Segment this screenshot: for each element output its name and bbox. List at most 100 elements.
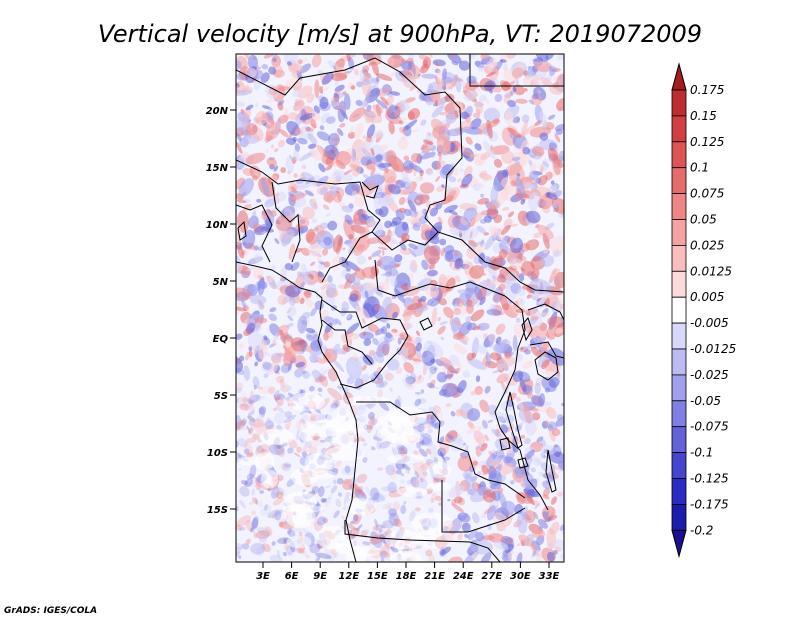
field-cell: [361, 65, 370, 74]
field-cell: [274, 397, 280, 401]
field-cell: [330, 548, 338, 558]
field-cell: [285, 285, 300, 298]
field-cell: [253, 452, 275, 471]
field-cell: [469, 118, 482, 130]
colorbar-label: -0.005: [690, 316, 729, 330]
field-cell: [240, 425, 250, 431]
field-cell: [315, 224, 325, 237]
field-cell: [237, 437, 248, 448]
lake-mweru: [499, 437, 511, 451]
field-cell: [482, 489, 496, 503]
field-cell: [376, 440, 382, 450]
field-cell: [395, 367, 403, 374]
field-cell: [272, 497, 284, 506]
field-cell: [382, 296, 393, 315]
field-cell: [454, 75, 462, 93]
field-cell: [435, 99, 438, 107]
field-cell: [462, 370, 471, 378]
field-cell: [405, 180, 413, 194]
field-cell: [507, 549, 515, 559]
field-cell: [268, 66, 277, 75]
field-cell: [256, 527, 273, 537]
field-cell: [239, 486, 250, 497]
field-cell: [375, 98, 388, 110]
field-cell: [407, 191, 419, 204]
field-cell: [331, 427, 355, 451]
field-cell: [548, 508, 553, 517]
field-cell: [547, 324, 557, 340]
field-cell: [524, 493, 535, 506]
field-cell: [307, 143, 317, 149]
field-cell: [465, 116, 472, 123]
field-cell: [465, 136, 473, 145]
field-cell: [369, 533, 385, 545]
lon-tick-label: 18E: [396, 571, 417, 582]
field-cell: [319, 367, 324, 373]
field-cell: [311, 218, 318, 224]
field-cell: [376, 73, 393, 82]
field-cell: [439, 238, 447, 246]
field-cell: [556, 97, 564, 111]
field-cell: [300, 263, 308, 276]
field-cell: [273, 333, 279, 342]
field-cell: [382, 369, 391, 376]
field-cell: [327, 220, 338, 231]
field-cell: [467, 408, 481, 422]
field-cell: [418, 448, 428, 457]
field-cell: [344, 465, 351, 474]
field-cell: [286, 535, 312, 549]
field-cell: [315, 554, 321, 562]
field-cell: [475, 532, 484, 542]
field-cell: [236, 398, 239, 404]
field-cell: [347, 376, 352, 381]
field-cell: [276, 375, 285, 384]
field-cell: [410, 152, 421, 163]
field-cell: [405, 374, 413, 388]
field-cell: [305, 327, 316, 334]
lake-volta: [237, 220, 247, 241]
field-cell: [361, 317, 366, 325]
field-cell: [282, 551, 288, 557]
field-cell: [434, 162, 441, 170]
field-cell: [332, 359, 345, 372]
field-cell: [264, 526, 273, 535]
field-cell: [308, 243, 322, 257]
field-cell: [287, 315, 294, 321]
field-cell: [374, 304, 381, 312]
field-cell: [489, 225, 506, 241]
field-cell: [417, 474, 427, 483]
field-cell: [487, 277, 490, 283]
lon-tick-label: 3E: [256, 571, 270, 582]
field-cell: [261, 543, 271, 553]
field-cell: [291, 193, 307, 200]
field-cell: [258, 406, 267, 415]
field-cell: [520, 260, 536, 277]
field-cell: [237, 246, 245, 259]
field-cell: [310, 414, 327, 422]
field-cell: [391, 469, 398, 475]
lon-tick-label: 12E: [338, 571, 359, 582]
field-cell: [383, 494, 388, 498]
field-cell: [247, 481, 260, 487]
field-cell: [257, 277, 265, 296]
field-cell: [362, 457, 368, 463]
field-cell: [483, 215, 492, 223]
field-cell: [534, 61, 552, 72]
field-cell: [323, 352, 332, 360]
field-cell: [330, 485, 338, 494]
lon-tick-label: 9E: [313, 571, 327, 582]
field-cell: [364, 290, 369, 299]
chart-title: Vertical velocity [m/s] at 900hPa, VT: 2…: [98, 20, 702, 48]
field-cell: [529, 163, 537, 173]
colorbar-swatch: [671, 322, 687, 350]
field-cell: [432, 59, 446, 67]
field-cell: [418, 54, 430, 61]
field-cell: [326, 193, 333, 204]
field-cell: [276, 399, 284, 407]
field-cell: [337, 385, 342, 390]
field-cell: [535, 350, 541, 357]
field-cell: [507, 127, 522, 139]
field-cell: [535, 177, 542, 184]
field-cell: [373, 196, 381, 209]
field-cell: [412, 129, 419, 133]
